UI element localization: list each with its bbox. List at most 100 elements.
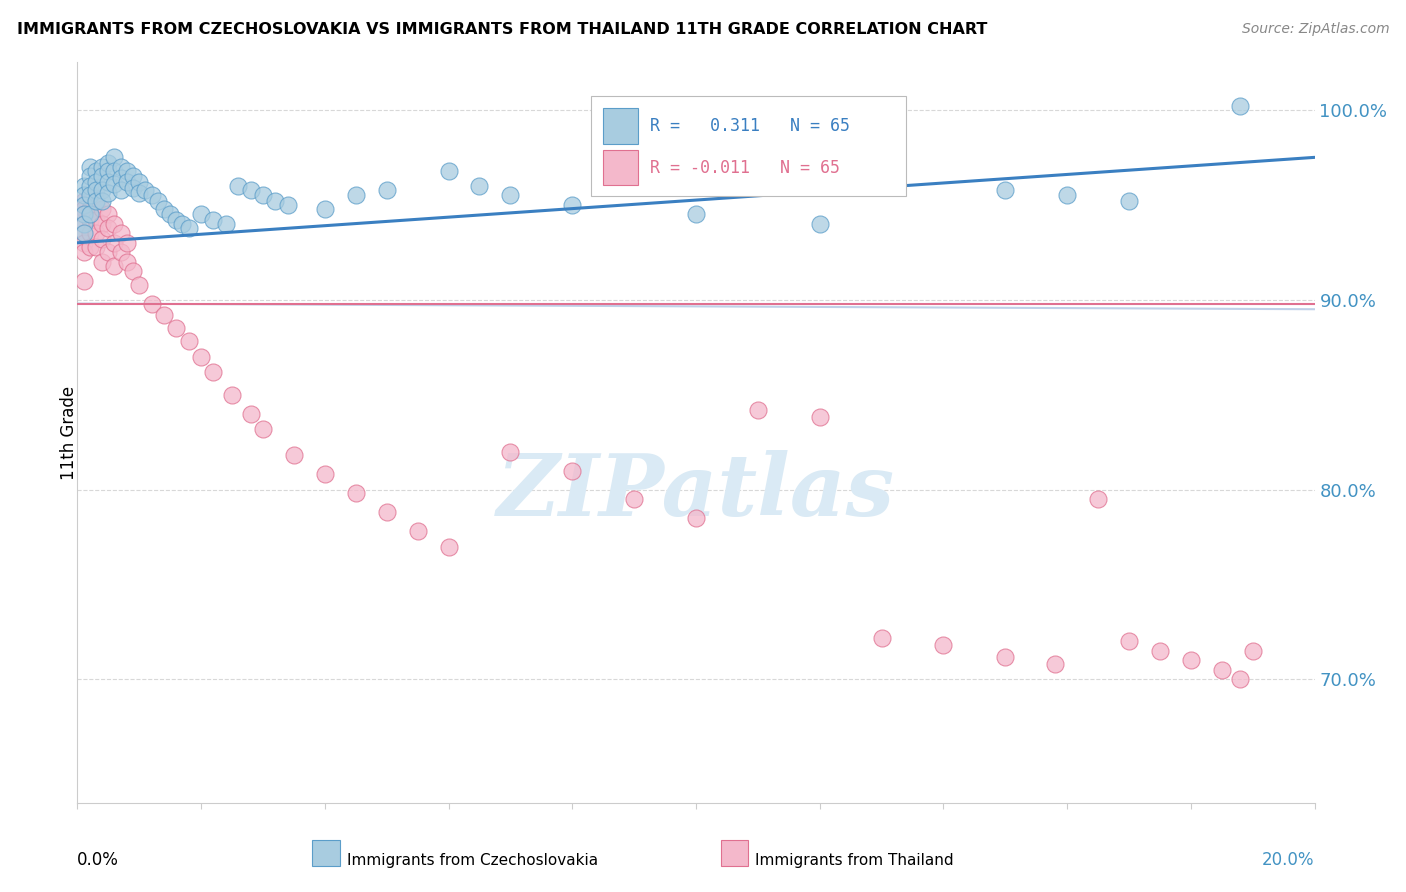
Point xyxy=(808,217,831,231)
Point xyxy=(1180,653,1202,667)
Point xyxy=(79,207,101,221)
Point xyxy=(72,198,94,212)
Point xyxy=(72,202,94,216)
Point xyxy=(72,207,94,221)
Point xyxy=(79,239,101,253)
Point xyxy=(84,239,107,253)
Point xyxy=(153,308,176,322)
Point xyxy=(115,163,138,178)
Point xyxy=(177,220,200,235)
Point xyxy=(283,449,305,463)
Point xyxy=(932,638,955,652)
FancyBboxPatch shape xyxy=(603,108,638,144)
Point xyxy=(115,235,138,250)
Point xyxy=(468,178,491,193)
Point xyxy=(72,217,94,231)
Point xyxy=(128,277,150,292)
Point xyxy=(1056,188,1078,202)
FancyBboxPatch shape xyxy=(312,840,340,866)
FancyBboxPatch shape xyxy=(591,95,907,195)
Point xyxy=(79,213,101,227)
Point xyxy=(97,186,120,201)
Text: 20.0%: 20.0% xyxy=(1263,851,1315,869)
Point xyxy=(406,524,429,539)
Point xyxy=(747,402,769,417)
Point xyxy=(870,631,893,645)
Point xyxy=(202,365,225,379)
Point xyxy=(623,491,645,506)
Point xyxy=(808,410,831,425)
Point xyxy=(97,207,120,221)
Point xyxy=(91,202,114,216)
Text: IMMIGRANTS FROM CZECHOSLOVAKIA VS IMMIGRANTS FROM THAILAND 11TH GRADE CORRELATIO: IMMIGRANTS FROM CZECHOSLOVAKIA VS IMMIGR… xyxy=(17,22,987,37)
Point xyxy=(79,188,101,202)
Point xyxy=(72,217,94,231)
Point xyxy=(97,163,120,178)
Point xyxy=(153,202,176,216)
Point xyxy=(1229,99,1251,113)
Point xyxy=(79,202,101,216)
Point xyxy=(110,227,132,241)
Point xyxy=(1211,663,1233,677)
Point xyxy=(79,178,101,193)
Point xyxy=(110,160,132,174)
Point xyxy=(870,178,893,193)
Point xyxy=(72,227,94,241)
Point xyxy=(103,177,125,191)
Point xyxy=(72,188,94,202)
Point xyxy=(79,169,101,184)
Point xyxy=(314,202,336,216)
FancyBboxPatch shape xyxy=(603,150,638,186)
Point xyxy=(685,511,707,525)
Point xyxy=(84,175,107,189)
Point xyxy=(91,217,114,231)
Point xyxy=(1087,491,1109,506)
Text: R =   0.311   N = 65: R = 0.311 N = 65 xyxy=(650,117,851,135)
Point xyxy=(91,232,114,246)
Point xyxy=(165,213,187,227)
Point xyxy=(122,264,145,278)
Point xyxy=(375,183,398,197)
Point xyxy=(128,175,150,189)
Point xyxy=(122,180,145,194)
Point xyxy=(215,217,238,231)
Point xyxy=(177,334,200,349)
Point xyxy=(264,194,287,208)
Point xyxy=(122,169,145,184)
Point xyxy=(91,169,114,184)
Text: ZIPatlas: ZIPatlas xyxy=(496,450,896,533)
Point xyxy=(72,178,94,193)
Point xyxy=(103,163,125,178)
Point xyxy=(110,245,132,260)
Point xyxy=(141,296,163,310)
Point xyxy=(115,175,138,189)
Point xyxy=(84,194,107,208)
Point xyxy=(103,217,125,231)
Point xyxy=(72,227,94,241)
Point xyxy=(72,245,94,260)
Point xyxy=(115,254,138,268)
Point xyxy=(79,227,101,241)
Point xyxy=(97,175,120,189)
Point xyxy=(561,464,583,478)
Point xyxy=(103,259,125,273)
Point xyxy=(221,387,243,401)
Point xyxy=(499,188,522,202)
Text: R = -0.011   N = 65: R = -0.011 N = 65 xyxy=(650,159,841,177)
Point xyxy=(84,213,107,227)
Point xyxy=(103,150,125,164)
Point xyxy=(84,198,107,212)
Point xyxy=(994,183,1017,197)
Point xyxy=(72,194,94,208)
Point xyxy=(1043,657,1066,672)
Point xyxy=(134,183,156,197)
Text: Source: ZipAtlas.com: Source: ZipAtlas.com xyxy=(1241,22,1389,37)
Text: 0.0%: 0.0% xyxy=(77,851,120,869)
Point xyxy=(561,198,583,212)
Point xyxy=(141,188,163,202)
Point xyxy=(685,207,707,221)
Point xyxy=(72,274,94,288)
Point xyxy=(172,217,194,231)
Point xyxy=(190,350,212,364)
Point xyxy=(128,186,150,201)
